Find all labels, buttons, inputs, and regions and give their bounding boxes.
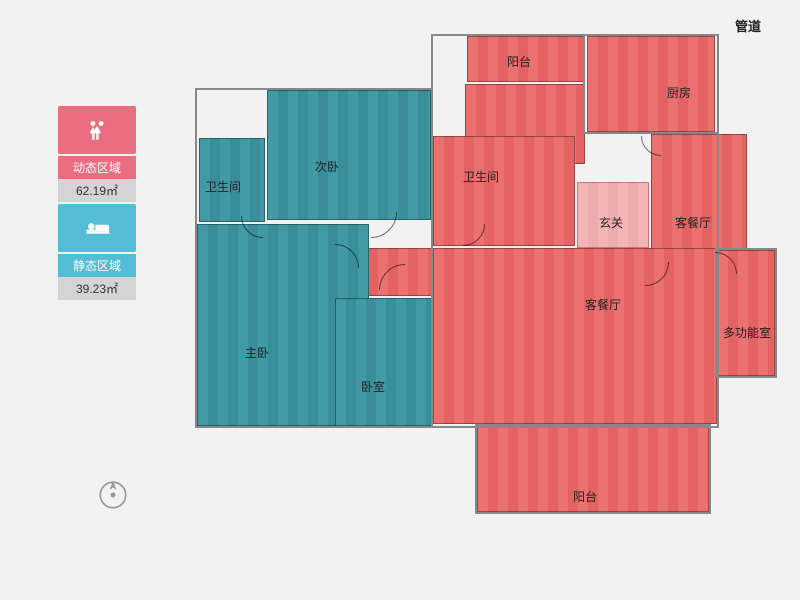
door-2	[379, 264, 405, 290]
legend-value-dynamic: 62.19㎡	[58, 179, 136, 202]
room-second-bed	[267, 90, 431, 220]
legend-swatch-static	[58, 204, 136, 252]
legend-static: 静态区域39.23㎡	[58, 204, 136, 300]
room-bath-right	[433, 136, 575, 246]
room-bath-left	[199, 138, 265, 222]
room-foyer	[577, 182, 649, 248]
door-4	[463, 224, 485, 246]
door-3	[335, 244, 359, 268]
floorplan: 阳台厨房卫生间玄关客餐厅客餐厅多功能室阳台次卧卫生间主卧卧室	[175, 28, 775, 558]
door-0	[371, 212, 397, 238]
legend-value-static: 39.23㎡	[58, 277, 136, 300]
room-dining-small	[651, 134, 747, 250]
legend-title-static: 静态区域	[58, 254, 136, 277]
room-living	[433, 248, 717, 424]
room-kitchen	[587, 36, 715, 132]
door-5	[645, 262, 669, 286]
door-1	[241, 216, 263, 238]
legend-dynamic: 动态区域62.19㎡	[58, 106, 136, 202]
room-balcony-bot	[477, 426, 709, 512]
compass-icon	[96, 478, 130, 512]
door-6	[641, 136, 661, 156]
room-balcony-top	[467, 36, 585, 82]
legend-swatch-dynamic	[58, 106, 136, 154]
room-bedroom	[335, 298, 433, 426]
legend-title-dynamic: 动态区域	[58, 156, 136, 179]
door-7	[715, 252, 737, 274]
